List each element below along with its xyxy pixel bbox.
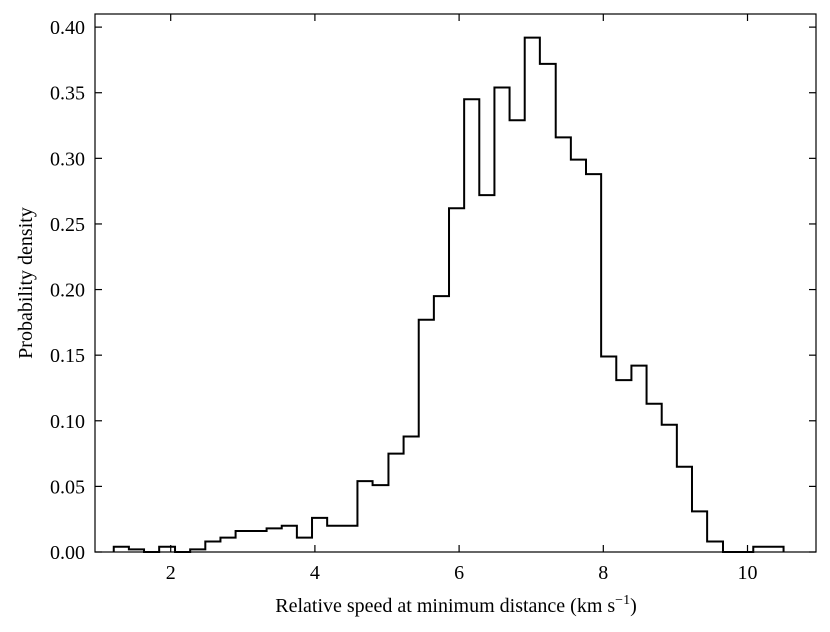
x-tick-label: 2	[166, 562, 176, 584]
x-axis-title: Relative speed at minimum distance (km s…	[275, 593, 637, 617]
y-tick-label: 0.20	[50, 280, 85, 302]
y-tick-label: 0.10	[50, 411, 85, 433]
x-tick-label: 10	[738, 562, 758, 584]
histogram-series	[112, 36, 785, 553]
y-tick-label: 0.25	[50, 214, 85, 236]
y-tick-label: 0.00	[50, 542, 85, 564]
x-tick-label: 4	[310, 562, 320, 584]
y-axis-title: Probability density	[15, 207, 37, 359]
x-axis-title-superscript: −1	[615, 593, 630, 608]
plot-frame	[94, 13, 817, 553]
y-tick-label: 0.40	[50, 17, 85, 39]
x-tick-label: 6	[454, 562, 464, 584]
y-tick-label: 0.15	[50, 345, 85, 367]
x-tick-label: 8	[598, 562, 608, 584]
y-axis: 0.00 0.05 0.10 0.15 0.20 0.25 0.30 0.35 0.40	[50, 17, 816, 564]
y-tick-label: 0.35	[50, 83, 85, 105]
x-axis-title-main: Relative speed at minimum distance (km s	[275, 595, 615, 617]
y-tick-label: 0.05	[50, 476, 85, 498]
x-axis: 2 4 6 8 10	[166, 14, 758, 584]
y-tick-label: 0.30	[50, 148, 85, 170]
x-axis-title-close: )	[630, 595, 637, 617]
